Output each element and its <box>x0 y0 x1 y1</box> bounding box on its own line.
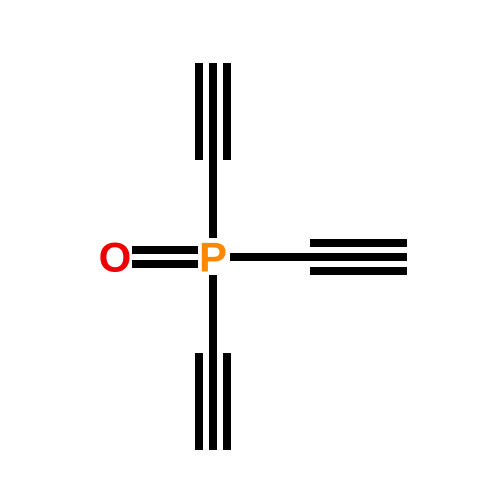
atoms: PO <box>99 234 227 281</box>
atom-label-o: O <box>99 234 132 281</box>
molecule-diagram: PO <box>0 0 500 500</box>
atom-label-p: P <box>199 234 227 281</box>
bonds <box>132 63 407 450</box>
